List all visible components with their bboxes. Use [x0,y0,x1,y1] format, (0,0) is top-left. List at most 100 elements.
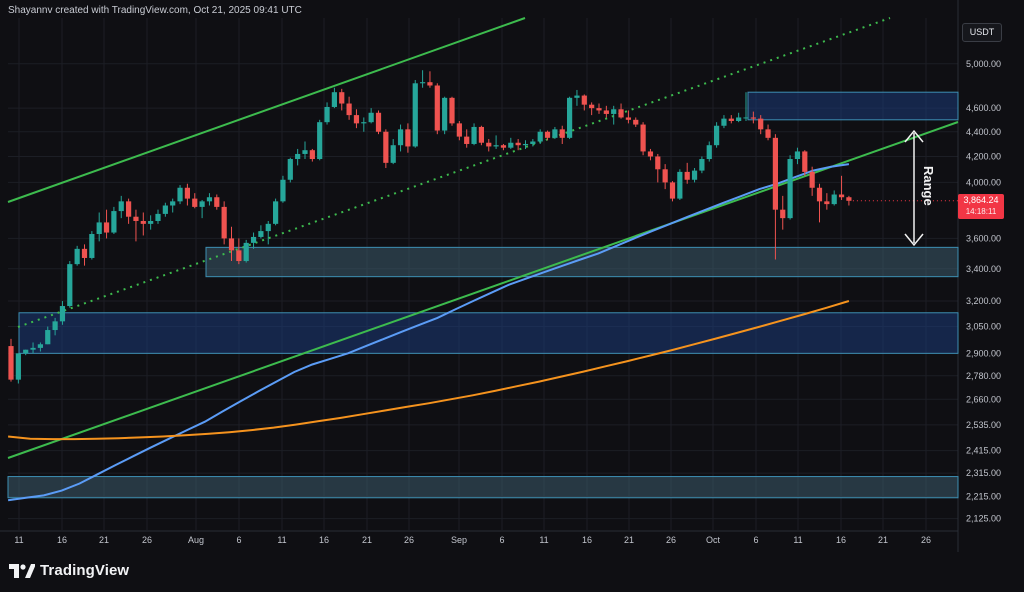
time-axis-label: 11 [14,535,23,545]
price-axis-label: 5,000.00 [966,59,1001,69]
candle-body [353,115,360,124]
time-axis-label: 26 [666,535,676,545]
candle-body [589,104,595,109]
candle-body [221,206,227,239]
time-axis-label: 16 [319,535,329,545]
candle-body [228,238,235,251]
time-axis-label: 16 [836,535,846,545]
time-axis-label: 6 [499,535,504,545]
candle-body [787,159,793,219]
tradingview-logo: TradingView [9,562,129,579]
time-axis-label: Aug [188,535,204,545]
candle-body [192,198,198,207]
candle-body [662,169,668,183]
price-axis-label: 4,200.00 [966,151,1001,161]
candle-body [37,344,43,348]
candle-body [442,97,448,131]
candle-body [383,131,389,163]
time-axis-label: Sep [451,535,467,545]
candle-body [574,95,580,98]
candle-body [647,151,654,157]
demand-zone-blue [18,312,959,354]
time-axis-label: 11 [277,535,286,545]
range-arrow-head-up [904,129,924,143]
candle-body [780,209,786,219]
candle-body [838,194,845,198]
time-axis-label: 21 [99,535,109,545]
candle-body [750,117,756,119]
price-axis-label: 2,125.00 [966,514,1001,524]
candle-body [802,151,808,172]
price-axis-label: 2,900.00 [966,348,1001,358]
currency-badge[interactable]: USDT [962,23,1002,42]
tradingview-wordmark: TradingView [40,562,130,579]
candle-body [302,150,308,154]
candle-body [633,119,639,125]
time-axis-label: 21 [624,535,634,545]
candle-body [52,321,58,331]
candle-body [81,248,88,258]
time-axis-label: 16 [57,535,67,545]
candle-body [772,137,778,210]
price-axis-label: 2,215.00 [966,492,1001,502]
candle-body [831,194,837,205]
candle-body [684,171,690,180]
candle-body [427,82,433,86]
candle-body [177,187,183,202]
candles-group [8,70,852,384]
candle-body [508,142,514,148]
time-axis-label: 11 [539,535,548,545]
price-axis-label: 3,200.00 [966,296,1001,306]
candle-body [280,179,286,202]
candle-body [611,109,617,114]
support-zone-lower [7,476,959,499]
candle-body [412,83,418,147]
candle-body [603,110,609,114]
candle-body [846,197,852,201]
tradingview-logo-icon [9,563,35,578]
candle-body [23,349,29,354]
candle-body [515,142,521,146]
candle-body [368,112,374,123]
price-axis-label: 2,660.00 [966,394,1001,404]
candle-body [346,103,352,116]
candle-body [148,220,154,224]
candle-body [258,231,264,237]
price-axis-label: 3,600.00 [966,233,1001,243]
current-price-value: 3,864.24 [963,195,999,205]
candle-body [295,153,301,160]
channel-upper-line [7,17,526,203]
candle-body [493,145,499,147]
candle-body [449,97,455,124]
price-axis-label: 2,415.00 [966,446,1001,456]
candle-body [214,197,220,207]
candle-body [236,250,242,262]
candle-body [758,118,764,130]
candle-body [809,171,815,188]
range-arrow-head-down [904,233,924,247]
price-axis-label: 2,315.00 [966,468,1001,478]
candle-body [824,201,830,205]
candle-body [655,156,661,170]
candle-body [530,141,536,144]
support-zone-upper [205,246,959,278]
price-axis-label: 4,400.00 [966,127,1001,137]
price-axis-label: 3,400.00 [966,264,1001,274]
candle-body [500,145,507,148]
candle-body [567,97,573,138]
candle-body [618,109,624,118]
price-axis-label: 3,050.00 [966,322,1001,332]
candle-body [59,306,66,322]
candle-body [559,129,565,138]
candle-body [397,129,404,146]
candle-body [625,117,631,120]
candle-body [464,136,470,144]
candle-body [456,123,462,137]
candle-body [794,151,801,160]
candle-body [721,118,727,126]
candle-body [471,126,477,144]
candle-body [405,129,411,147]
candle-body [140,220,146,224]
